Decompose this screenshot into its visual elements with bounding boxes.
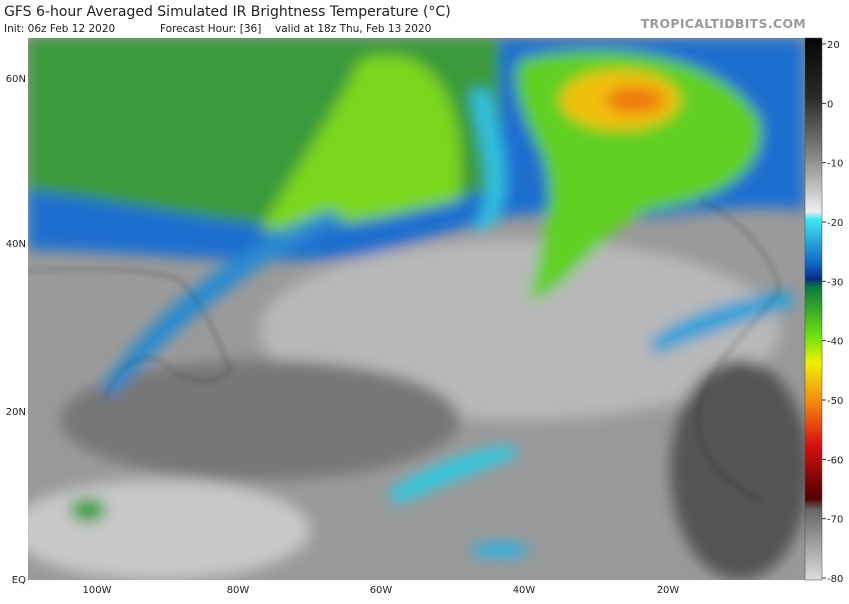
colorbar-tick-label: -60 (827, 455, 843, 466)
colorbar-tick-label: -50 (827, 396, 843, 407)
longitude-label: 80W (227, 585, 250, 596)
colorbar-tick-label: -10 (827, 159, 843, 170)
longitude-labels: 100W 80W 60W 40W 20W (83, 585, 680, 596)
forecast-hour: Forecast Hour: [36] (160, 23, 261, 35)
longitude-label: 40W (513, 585, 536, 596)
colorbar-ticks: 20 0 -10 -20 -30 -40 -50 -60 -70 -80 (822, 40, 843, 585)
longitude-label: 20W (657, 585, 680, 596)
credit: TROPICALTIDBITS.COM (641, 16, 806, 31)
colorbar-tick-label: 20 (827, 40, 840, 51)
colorbar (804, 37, 823, 581)
colorbar-tick-label: -70 (827, 515, 843, 526)
latitude-label: EQ (12, 575, 26, 586)
colorbar-tick-label: -80 (827, 574, 843, 585)
latitude-label: 40N (6, 239, 26, 250)
init-time: Init: 06z Feb 12 2020 (4, 23, 115, 35)
latitude-labels: 60N 40N 20N EQ (6, 74, 26, 586)
title: GFS 6-hour Averaged Simulated IR Brightn… (4, 4, 451, 20)
latitude-label: 60N (6, 74, 26, 85)
colorbar-tick-label: 0 (827, 99, 833, 110)
longitude-label: 100W (83, 585, 112, 596)
satellite-map (28, 38, 805, 580)
valid-time: valid at 18z Thu, Feb 13 2020 (275, 23, 431, 35)
longitude-label: 60W (370, 585, 393, 596)
colorbar-tick-label: -40 (827, 337, 843, 348)
colorbar-tick-label: -20 (827, 218, 843, 229)
colorbar-tick-label: -30 (827, 277, 843, 288)
latitude-label: 20N (6, 407, 26, 418)
